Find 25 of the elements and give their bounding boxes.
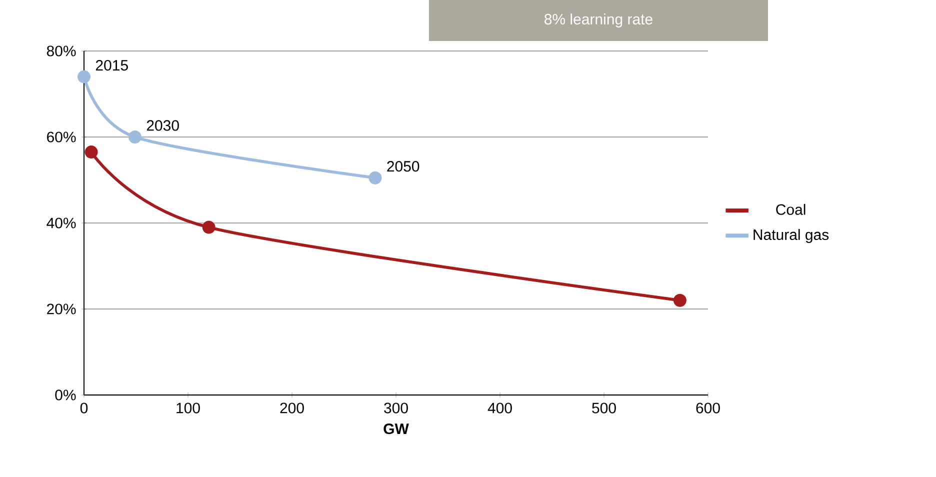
x-tick-label: 200 (280, 402, 304, 414)
point (202, 220, 216, 234)
point (84, 146, 98, 159)
annotation: 2050 (387, 161, 420, 172)
legend-label: Coal (776, 204, 806, 215)
y-tick-label: 60% (47, 132, 76, 142)
point (128, 130, 142, 144)
annotation: 2015 (96, 60, 128, 71)
point (78, 70, 91, 84)
annotation: 2030 (146, 120, 179, 131)
x-tick-label: 0 (80, 402, 88, 414)
chart-title: 8% learning rate (544, 14, 652, 28)
y-tick-label: 0% (55, 390, 76, 400)
x-tick-label: 400 (488, 402, 512, 414)
y-tick-label: 80% (46, 46, 76, 56)
x-tick-label: 100 (176, 402, 200, 414)
x-tick-label: 500 (592, 402, 616, 414)
x-tick-label: 300 (384, 402, 408, 414)
point (368, 171, 382, 184)
x-tick-label: 600 (696, 402, 720, 414)
y-tick-label: 40% (46, 218, 76, 228)
legend-label: Natural gas (754, 229, 829, 243)
y-tick-label: 20% (47, 304, 76, 314)
point (673, 294, 686, 307)
x-axis-title: GW (384, 424, 409, 434)
